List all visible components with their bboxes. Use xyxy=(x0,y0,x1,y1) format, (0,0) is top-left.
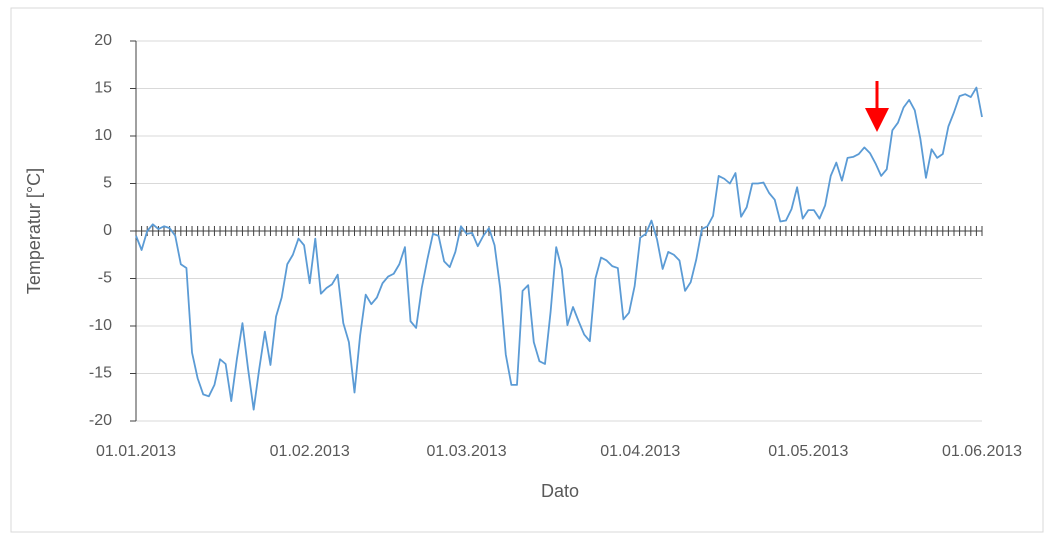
x-tick-label: 01.06.2013 xyxy=(942,443,1022,460)
x-axis-title: Dato xyxy=(541,481,579,501)
line-series xyxy=(135,86,983,411)
x-tick-label: 01.03.2013 xyxy=(427,443,507,460)
y-tick-label: -10 xyxy=(89,317,112,334)
y-tick-label: 5 xyxy=(103,175,112,192)
y-tick-label: 20 xyxy=(94,32,112,49)
y-tick-label: 10 xyxy=(94,127,112,144)
grid xyxy=(130,40,983,422)
annotation-arrow xyxy=(865,81,889,132)
y-tick-label: -15 xyxy=(89,365,112,382)
x-tick-label: 01.04.2013 xyxy=(600,443,680,460)
x-tick-label: 01.01.2013 xyxy=(96,443,176,460)
y-tick-label: 0 xyxy=(103,222,112,239)
y-tick-label: -20 xyxy=(89,412,112,429)
x-tick-label: 01.05.2013 xyxy=(768,443,848,460)
x-tick-label: 01.02.2013 xyxy=(270,443,350,460)
y-tick-label: -5 xyxy=(98,270,112,287)
y-tick-label: 15 xyxy=(94,80,112,97)
chart-frame xyxy=(10,7,1044,533)
marks xyxy=(135,86,983,411)
arrow-head xyxy=(865,108,889,132)
y-axis-title: Temperatur [°C] xyxy=(24,168,44,294)
